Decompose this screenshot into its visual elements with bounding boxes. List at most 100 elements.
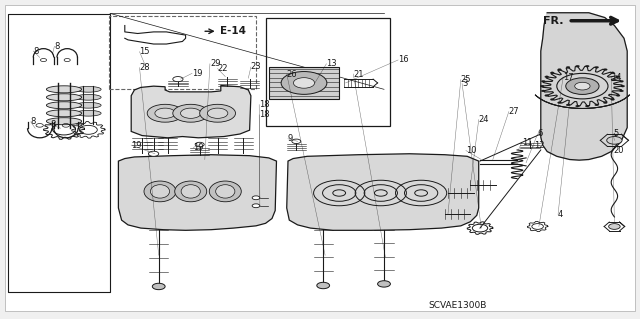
- Text: 16: 16: [398, 56, 409, 64]
- Text: 19: 19: [192, 69, 202, 78]
- Text: 11: 11: [522, 138, 532, 147]
- Text: 12: 12: [534, 141, 545, 150]
- Text: 9: 9: [288, 134, 293, 143]
- Polygon shape: [287, 154, 479, 230]
- Text: 26: 26: [287, 70, 298, 78]
- Text: 13: 13: [326, 59, 337, 68]
- Bar: [269, 67, 339, 99]
- Circle shape: [586, 105, 589, 107]
- Circle shape: [173, 77, 183, 82]
- Text: 10: 10: [466, 146, 476, 155]
- Circle shape: [575, 105, 579, 107]
- Circle shape: [611, 99, 614, 100]
- Circle shape: [148, 151, 159, 156]
- Circle shape: [566, 66, 570, 68]
- Text: 8: 8: [33, 47, 38, 56]
- Text: 25: 25: [461, 75, 471, 84]
- Circle shape: [595, 66, 598, 68]
- Text: 8: 8: [50, 120, 55, 129]
- Circle shape: [566, 104, 570, 106]
- Text: 19: 19: [193, 143, 204, 152]
- Ellipse shape: [144, 181, 176, 202]
- Text: E-14: E-14: [220, 26, 246, 36]
- Text: 15: 15: [140, 47, 150, 56]
- Circle shape: [292, 139, 301, 144]
- Circle shape: [604, 69, 607, 70]
- Text: 18: 18: [259, 100, 270, 109]
- Text: 23: 23: [251, 63, 262, 71]
- Ellipse shape: [181, 185, 200, 198]
- Ellipse shape: [76, 102, 101, 108]
- Circle shape: [609, 224, 620, 229]
- Ellipse shape: [76, 86, 101, 92]
- Circle shape: [557, 102, 561, 104]
- Circle shape: [293, 78, 315, 88]
- Ellipse shape: [76, 94, 101, 100]
- Text: SCVAE1300B: SCVAE1300B: [429, 301, 487, 310]
- Polygon shape: [131, 85, 251, 138]
- Text: 28: 28: [140, 63, 150, 72]
- Circle shape: [616, 94, 620, 96]
- Text: 14: 14: [611, 73, 621, 82]
- Circle shape: [611, 72, 614, 74]
- Circle shape: [541, 80, 545, 82]
- Circle shape: [281, 71, 327, 94]
- Text: 24: 24: [479, 115, 489, 124]
- Circle shape: [252, 204, 260, 208]
- Circle shape: [545, 76, 548, 78]
- Circle shape: [586, 65, 589, 67]
- Text: 3: 3: [462, 79, 467, 88]
- Polygon shape: [118, 155, 276, 230]
- Text: 27: 27: [509, 107, 520, 116]
- Circle shape: [195, 142, 204, 147]
- Ellipse shape: [46, 118, 82, 125]
- Text: 20: 20: [613, 146, 623, 155]
- Text: 19: 19: [131, 141, 141, 150]
- Ellipse shape: [175, 181, 207, 202]
- Circle shape: [173, 104, 209, 122]
- Circle shape: [541, 90, 545, 92]
- Text: 18: 18: [259, 110, 270, 119]
- Text: FR.: FR.: [543, 16, 563, 26]
- Circle shape: [575, 82, 590, 90]
- Circle shape: [550, 99, 554, 100]
- Circle shape: [595, 104, 598, 106]
- Circle shape: [575, 65, 579, 67]
- Ellipse shape: [216, 185, 235, 198]
- Text: 6: 6: [538, 130, 543, 138]
- Circle shape: [545, 94, 548, 96]
- Text: 29: 29: [210, 59, 220, 68]
- Circle shape: [566, 78, 599, 94]
- Ellipse shape: [46, 94, 82, 101]
- Circle shape: [317, 282, 330, 289]
- Circle shape: [200, 104, 236, 122]
- Bar: [266, 18, 390, 126]
- Ellipse shape: [46, 110, 82, 117]
- Text: 17: 17: [563, 73, 574, 82]
- Circle shape: [252, 196, 260, 200]
- Text: 21: 21: [353, 70, 364, 78]
- Circle shape: [540, 85, 544, 87]
- Circle shape: [621, 85, 625, 87]
- Ellipse shape: [46, 102, 82, 109]
- Circle shape: [147, 104, 183, 122]
- Circle shape: [620, 80, 623, 82]
- Circle shape: [378, 281, 390, 287]
- Ellipse shape: [209, 181, 241, 202]
- Polygon shape: [541, 13, 627, 160]
- Ellipse shape: [76, 110, 101, 116]
- Circle shape: [557, 69, 561, 70]
- Circle shape: [207, 108, 228, 118]
- Circle shape: [152, 283, 165, 290]
- Circle shape: [616, 76, 620, 78]
- Text: 4: 4: [558, 210, 563, 219]
- Ellipse shape: [46, 86, 82, 93]
- Bar: [8, 14, 110, 292]
- Circle shape: [620, 90, 623, 92]
- Circle shape: [180, 108, 201, 118]
- Text: 5: 5: [613, 130, 618, 138]
- Text: 22: 22: [218, 64, 228, 73]
- Circle shape: [604, 102, 607, 104]
- Bar: [109, 16, 256, 89]
- Text: 8: 8: [54, 42, 60, 51]
